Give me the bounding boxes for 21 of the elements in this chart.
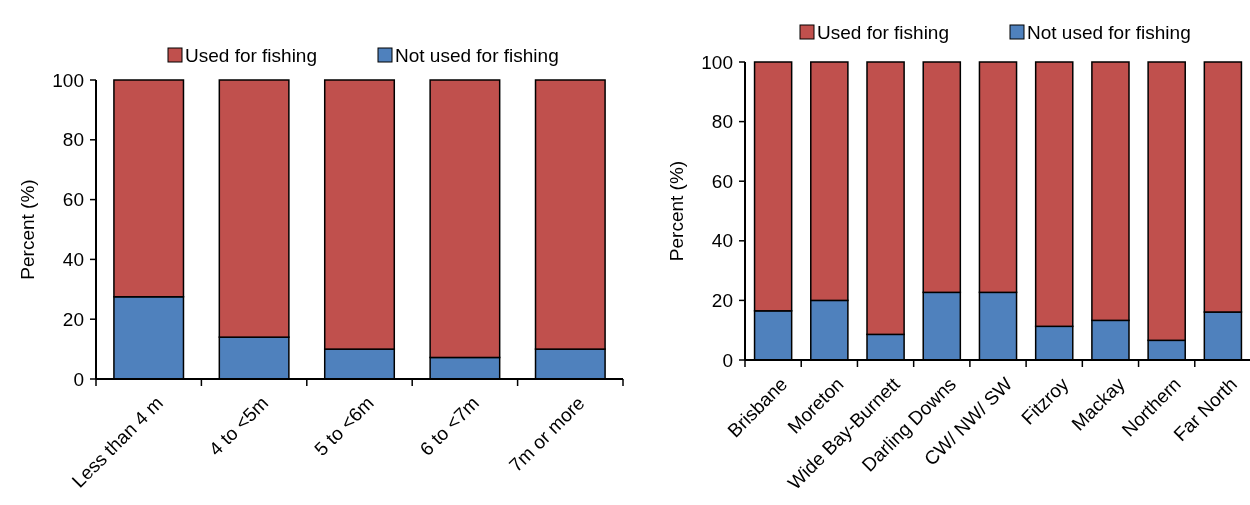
y-axis-title: Percent (%): [666, 160, 687, 262]
y-tick-label: 60: [711, 170, 733, 192]
y-tick-label: 80: [62, 129, 84, 151]
y-tick-label: 100: [52, 69, 84, 91]
x-tick-label: 6 to <7m: [415, 392, 484, 460]
y-tick-label: 20: [711, 290, 733, 312]
y-tick-label: 40: [62, 249, 84, 271]
y-axis-title: Percent (%): [17, 179, 38, 280]
y-tick-label: 80: [711, 111, 733, 133]
legend-label: Used for fishing: [817, 21, 950, 43]
y-tick-label: 60: [62, 189, 84, 211]
legend-label: Used for fishing: [185, 44, 318, 66]
x-tick-label: 4 to <5m: [204, 392, 273, 460]
y-tick-label: 0: [722, 349, 733, 371]
y-tick-label: 100: [701, 51, 733, 73]
legend-label: Not used for fishing: [395, 44, 559, 66]
legend-label: Not used for fishing: [1027, 21, 1191, 43]
x-tick-label: 5 to <6m: [310, 392, 378, 460]
y-tick-label: 20: [62, 308, 84, 330]
y-tick-label: 40: [711, 230, 733, 252]
y-tick-label: 0: [73, 368, 84, 390]
